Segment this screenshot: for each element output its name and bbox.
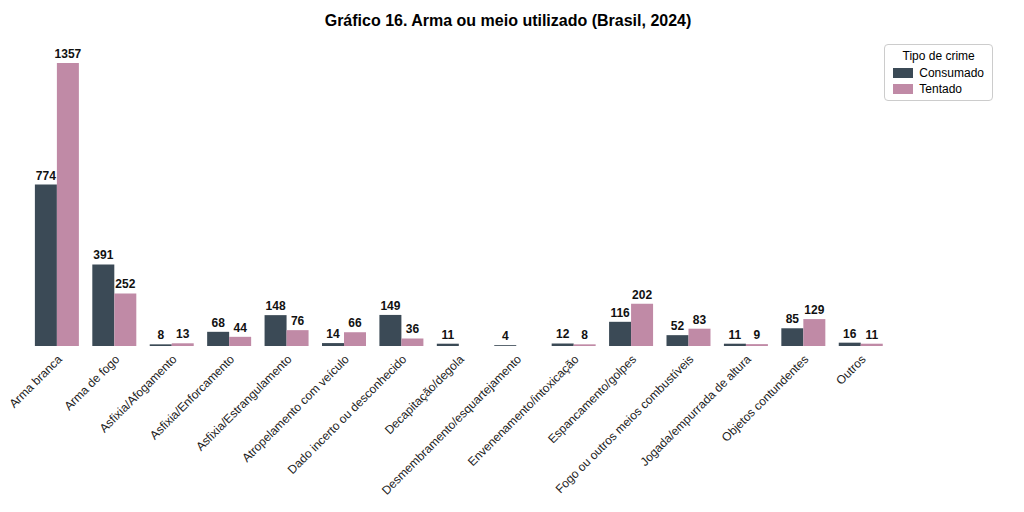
html-text:Tentado: Tentado — [919, 82, 962, 96]
svg-text:116: 116 — [610, 306, 630, 320]
svg-text:1357: 1357 — [55, 47, 82, 61]
svg-text:11: 11 — [441, 328, 454, 342]
svg-text:14: 14 — [326, 327, 340, 341]
html-text:Tipo de crime: Tipo de crime — [902, 49, 975, 63]
svg-text:12: 12 — [556, 327, 570, 341]
svg-text:85: 85 — [786, 312, 800, 326]
svg-text:Arma de fogo: Arma de fogo — [61, 352, 122, 413]
svg-text:9: 9 — [754, 328, 761, 342]
svg-text:149: 149 — [380, 299, 400, 313]
svg-text:Asfixia/Estrangulamento: Asfixia/Estrangulamento — [193, 352, 295, 454]
svg-text:76: 76 — [291, 314, 305, 328]
svg-text:36: 36 — [406, 322, 420, 336]
svg-text:Asfixia/Enforcamento: Asfixia/Enforcamento — [147, 352, 238, 443]
svg-text:148: 148 — [266, 299, 286, 313]
svg-text:Atropelamento com veículo: Atropelamento com veículo — [239, 352, 352, 465]
svg-text:8: 8 — [581, 328, 588, 342]
svg-text:Asfixia/Afogamento: Asfixia/Afogamento — [96, 352, 180, 436]
svg-text:129: 129 — [804, 303, 824, 317]
svg-text:Arma branca: Arma branca — [8, 352, 65, 411]
svg-text:4: 4 — [502, 329, 509, 343]
svg-text:68: 68 — [211, 316, 225, 330]
svg-text:44: 44 — [233, 321, 247, 335]
svg-text:Espancamento/golpes: Espancamento/golpes — [545, 352, 639, 447]
svg-text:Outros: Outros — [833, 352, 868, 387]
svg-text:Decapitação/degola: Decapitação/degola — [381, 352, 467, 438]
svg-text:16: 16 — [843, 327, 857, 341]
svg-text:Objetos contundentes: Objetos contundentes — [719, 352, 811, 444]
svg-text:13: 13 — [176, 327, 190, 341]
svg-text:252: 252 — [115, 277, 135, 291]
svg-text:Jogada/empurrada de altura: Jogada/empurrada de altura — [637, 352, 754, 469]
svg-text:Envenenamento/intoxicação: Envenenamento/intoxicação — [465, 352, 582, 469]
svg-text:52: 52 — [671, 319, 685, 333]
html-text:Gráfico 16. Arma ou meio utili: Gráfico 16. Arma ou meio utilizado (Bras… — [324, 12, 692, 29]
svg-text:Dado incerto ou desconhecido: Dado incerto ou desconhecido — [285, 352, 410, 477]
svg-text:8: 8 — [157, 328, 164, 342]
svg-text:774: 774 — [36, 169, 56, 183]
svg-text:391: 391 — [93, 248, 113, 262]
svg-text:83: 83 — [693, 313, 707, 327]
html-text:Consumado: Consumado — [919, 66, 984, 80]
svg-text:11: 11 — [865, 328, 878, 342]
svg-text:66: 66 — [348, 316, 362, 330]
svg-text:202: 202 — [632, 288, 652, 302]
svg-text:11: 11 — [729, 328, 742, 342]
